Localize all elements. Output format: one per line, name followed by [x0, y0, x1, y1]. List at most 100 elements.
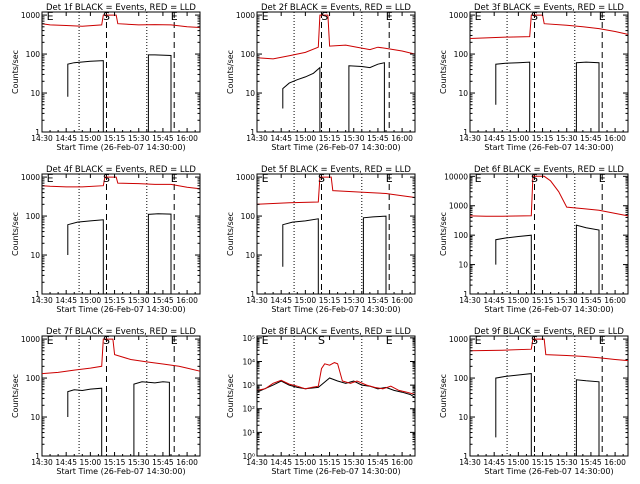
x-tick-label: 15:00 [508, 134, 530, 143]
x-tick-label: 15:00 [295, 458, 317, 467]
x-tick-label: 15:15 [532, 296, 554, 305]
x-axis-label: Start Time (26-Feb-07 14:30:00) [271, 143, 400, 152]
x-tick-label: 15:45 [367, 296, 389, 305]
y-tick-label: 10 [245, 251, 255, 260]
x-tick-label: 14:45 [55, 134, 77, 143]
series-lld-line [256, 362, 416, 395]
series-events-line [67, 54, 172, 133]
y-tick-label: 1 [463, 452, 468, 461]
x-tick-label: 15:00 [80, 458, 102, 467]
y-tick-label: 1000 [21, 335, 40, 344]
y-tick-label: 10 [245, 89, 255, 98]
plot-frame [256, 335, 416, 457]
panel-title: Det 4f BLACK = Events, RED = LLD [46, 165, 196, 175]
y-tick-label: 10000 [444, 172, 468, 181]
event-marker-label: E [262, 334, 269, 347]
y-tick-label: 1 [463, 128, 468, 137]
y-axis-label: Counts/sec [439, 50, 448, 94]
panel-title: Det 3f BLACK = Events, RED = LLD [474, 3, 624, 13]
x-tick-label: 15:00 [295, 134, 317, 143]
y-tick-label: 100 [454, 50, 469, 59]
panel-title: Det 9f BLACK = Events, RED = LLD [474, 327, 624, 337]
x-tick-label: 15:45 [580, 458, 602, 467]
x-tick-label: 16:00 [604, 134, 626, 143]
event-marker-label: S [321, 10, 328, 23]
series-events-line [495, 61, 600, 133]
y-tick-label: 10 [458, 413, 468, 422]
x-tick-label: 14:45 [270, 296, 292, 305]
x-tick-label: 15:30 [556, 458, 578, 467]
x-tick-label: 15:15 [104, 296, 126, 305]
y-tick-label: 10² [242, 405, 255, 414]
event-marker-label: S [531, 334, 538, 347]
y-axis-label: Counts/sec [11, 50, 20, 94]
x-tick-label: 15:45 [152, 296, 174, 305]
x-tick-label: 14:45 [55, 458, 77, 467]
panel-title: Det 1f BLACK = Events, RED = LLD [46, 3, 196, 13]
event-marker-label: E [599, 172, 606, 185]
panel-title: Det 6f BLACK = Events, RED = LLD [474, 165, 624, 175]
event-marker-label: E [262, 10, 269, 23]
x-axis-label: Start Time (26-Feb-07 14:30:00) [271, 305, 400, 314]
y-tick-label: 10 [30, 251, 40, 260]
panel-title: Det 8f BLACK = Events, RED = LLD [261, 327, 411, 337]
y-tick-label: 10 [30, 89, 40, 98]
event-marker-label: E [262, 172, 269, 185]
event-marker-label: S [318, 172, 325, 185]
event-marker-label: E [475, 10, 482, 23]
y-tick-label: 1 [35, 128, 40, 137]
x-tick-label: 14:30 [459, 458, 481, 467]
x-tick-label: 15:45 [580, 134, 602, 143]
x-axis-label: Start Time (26-Feb-07 14:30:00) [271, 467, 400, 476]
series-lld-line [469, 14, 629, 39]
series-events-line [282, 62, 385, 133]
plot-frame [469, 335, 629, 457]
x-tick-label: 16:00 [391, 296, 413, 305]
event-marker-label: E [475, 172, 482, 185]
y-tick-label: 1000 [449, 202, 468, 211]
y-tick-label: 10 [458, 261, 468, 270]
series-events-line [67, 213, 172, 295]
x-tick-label: 16:00 [391, 134, 413, 143]
x-tick-label: 15:30 [556, 296, 578, 305]
series-lld-line [256, 14, 416, 60]
y-axis-label: Counts/sec [11, 212, 20, 256]
y-tick-label: 1000 [236, 11, 255, 20]
event-marker-label: E [599, 334, 606, 347]
y-tick-label: 1 [250, 290, 255, 299]
panel-title: Det 5f BLACK = Events, RED = LLD [261, 165, 411, 175]
x-axis-label: Start Time (26-Feb-07 14:30:00) [56, 143, 185, 152]
event-marker-label: E [171, 10, 178, 23]
plot-frame [41, 173, 201, 295]
x-tick-label: 16:00 [176, 296, 198, 305]
event-marker-label: E [599, 10, 606, 23]
y-axis-label: Counts/sec [11, 374, 20, 418]
x-tick-label: 16:00 [604, 458, 626, 467]
y-axis-label: Counts/sec [226, 374, 235, 418]
y-tick-label: 10⁴ [242, 357, 255, 366]
series-events-line [495, 373, 600, 457]
x-tick-label: 15:00 [80, 296, 102, 305]
x-tick-label: 15:15 [532, 458, 554, 467]
plot-frame [469, 173, 629, 295]
event-marker-label: S [531, 172, 538, 185]
panel-title: Det 7f BLACK = Events, RED = LLD [46, 327, 196, 337]
x-axis-label: Start Time (26-Feb-07 14:30:00) [56, 467, 185, 476]
series-lld-line [256, 176, 416, 205]
y-tick-label: 1000 [449, 11, 468, 20]
event-marker-label: E [475, 334, 482, 347]
x-tick-label: 15:45 [580, 296, 602, 305]
y-tick-label: 100 [26, 212, 41, 221]
y-tick-label: 10³ [242, 381, 255, 390]
x-tick-label: 15:30 [343, 296, 365, 305]
y-tick-label: 1000 [236, 173, 255, 182]
x-tick-label: 15:30 [343, 134, 365, 143]
event-marker-label: E [386, 172, 393, 185]
event-marker-label: E [47, 172, 54, 185]
